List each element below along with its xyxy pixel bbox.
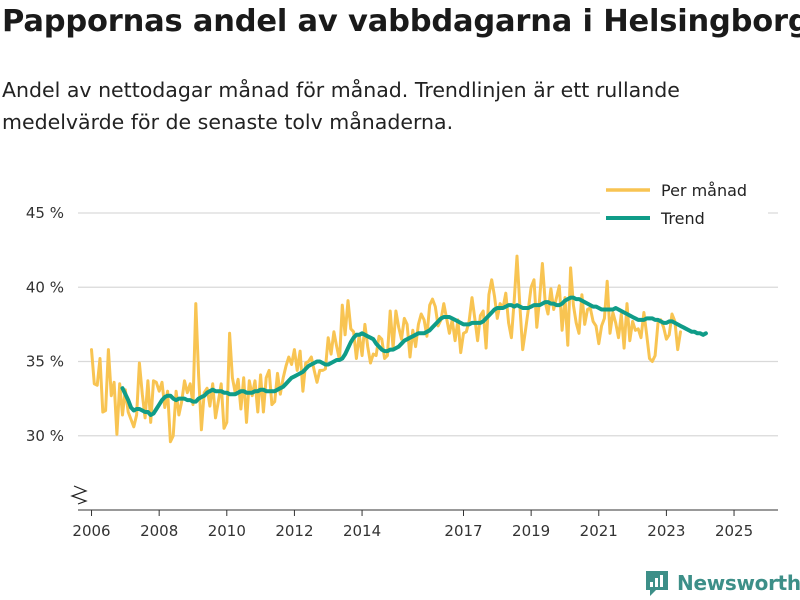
legend: Per månad Trend: [600, 176, 768, 234]
y-tick-label: 30 %: [26, 427, 64, 445]
chart-subtitle: Andel av nettodagar månad för månad. Tre…: [2, 78, 680, 134]
axis-break-mark: [70, 485, 88, 505]
y-tick-label: 35 %: [26, 353, 64, 371]
x-axis: 2006 2008 2010 2012 2014 2017 2019 2021 2023 2025: [70, 485, 778, 540]
newsworthy-logo: Newsworthy: [644, 569, 800, 597]
x-tick-label: 2019: [512, 522, 550, 540]
series-line-trend: [120, 295, 708, 417]
x-tick-label: 2006: [72, 522, 110, 540]
legend-label: Per månad: [661, 181, 747, 200]
x-tick-label: 2008: [140, 522, 178, 540]
chart-title: Pappornas andel av vabbdagarna i Helsing…: [2, 4, 800, 39]
x-tick-label: 2021: [580, 522, 618, 540]
x-tick-label: 2025: [715, 522, 753, 540]
series-lines: [90, 254, 708, 444]
y-axis-ticks: 30 % 35 % 40 % 45 %: [26, 204, 64, 445]
x-tick-label: 2010: [208, 522, 246, 540]
newsworthy-icon: [646, 571, 668, 596]
x-tick-label: 2023: [647, 522, 685, 540]
brand-name: Newsworthy: [677, 571, 800, 595]
legend-background: [600, 176, 768, 234]
x-tick-label: 2017: [444, 522, 482, 540]
legend-label: Trend: [660, 209, 705, 228]
series-line-per-manad: [90, 254, 682, 444]
y-tick-label: 40 %: [26, 278, 64, 296]
x-tick-label: 2014: [343, 522, 381, 540]
y-tick-label: 45 %: [26, 204, 64, 222]
x-tick-label: 2012: [275, 522, 313, 540]
